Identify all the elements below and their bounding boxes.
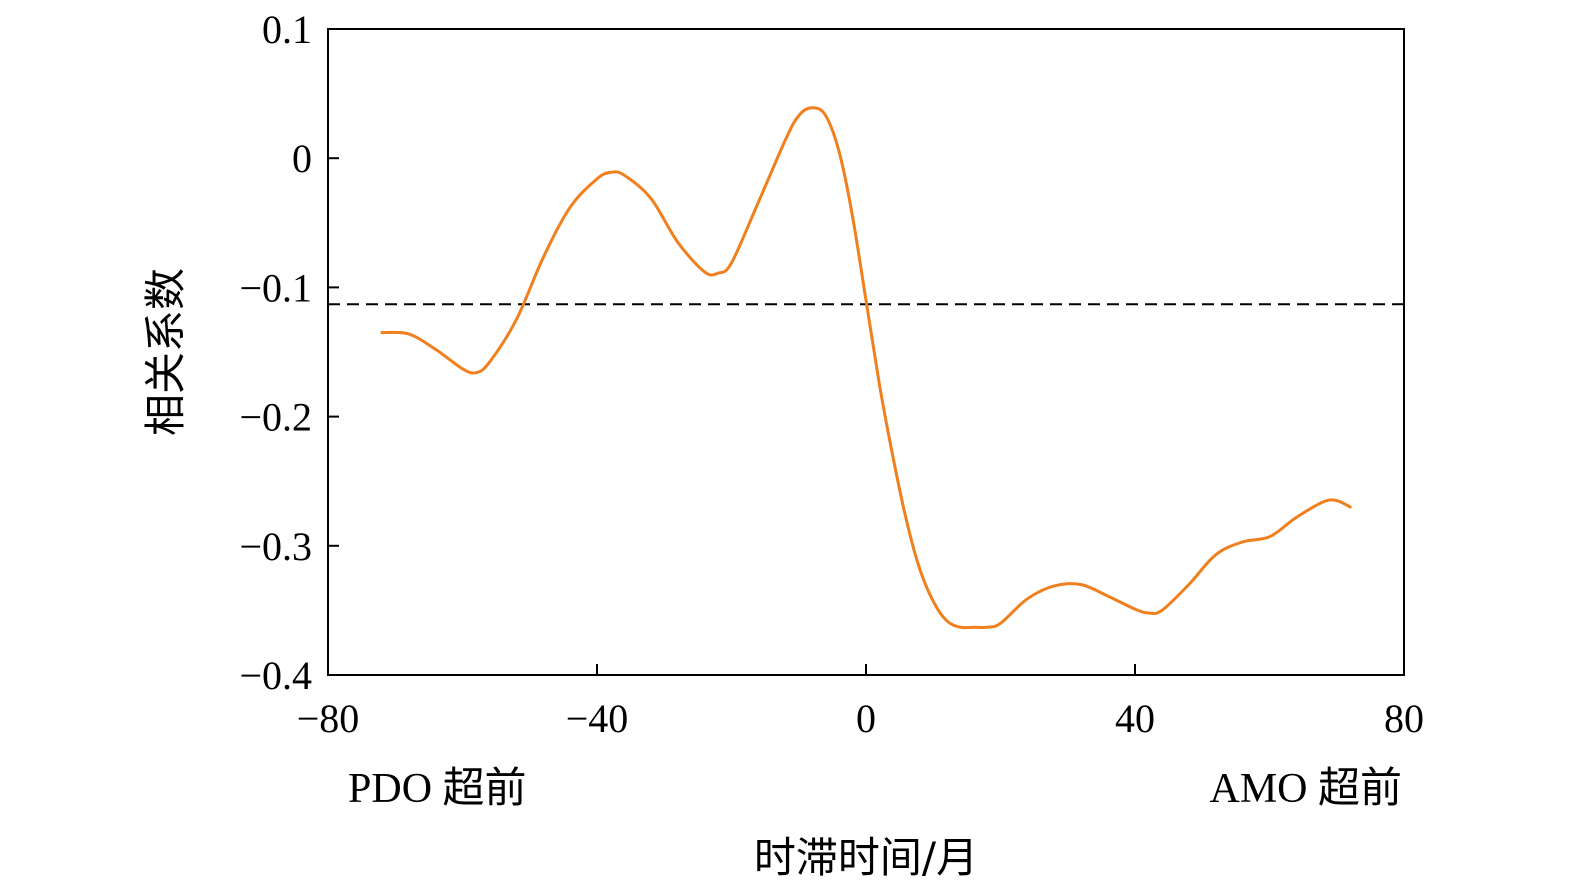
x-axis-title: 时滞时间/月	[754, 833, 978, 882]
x-tick-label: 80	[1384, 696, 1424, 741]
annotation-left: PDO 超前	[348, 766, 527, 812]
y-tick-label: −0.1	[239, 265, 312, 310]
x-tick-label: 0	[856, 696, 876, 741]
y-axis-title: 相关系数	[141, 268, 190, 436]
y-axis-ticks: 0.1 0 −0.1 −0.2 −0.3 −0.4	[239, 7, 339, 698]
x-tick-label: −40	[566, 696, 629, 741]
y-tick-label: −0.4	[239, 653, 312, 698]
series-line	[380, 106, 1352, 630]
y-tick-label: 0.1	[262, 7, 312, 52]
y-tick-label: −0.2	[239, 395, 312, 440]
y-tick-label: −0.3	[239, 524, 312, 569]
plot-frame	[327, 28, 1405, 676]
x-tick-label: 40	[1115, 696, 1155, 741]
x-axis-ticks: −80 −40 0 40 80	[297, 664, 1424, 741]
annotation-right: AMO 超前	[1209, 766, 1402, 812]
y-tick-label: 0	[292, 136, 312, 181]
x-tick-label: −80	[297, 696, 360, 741]
